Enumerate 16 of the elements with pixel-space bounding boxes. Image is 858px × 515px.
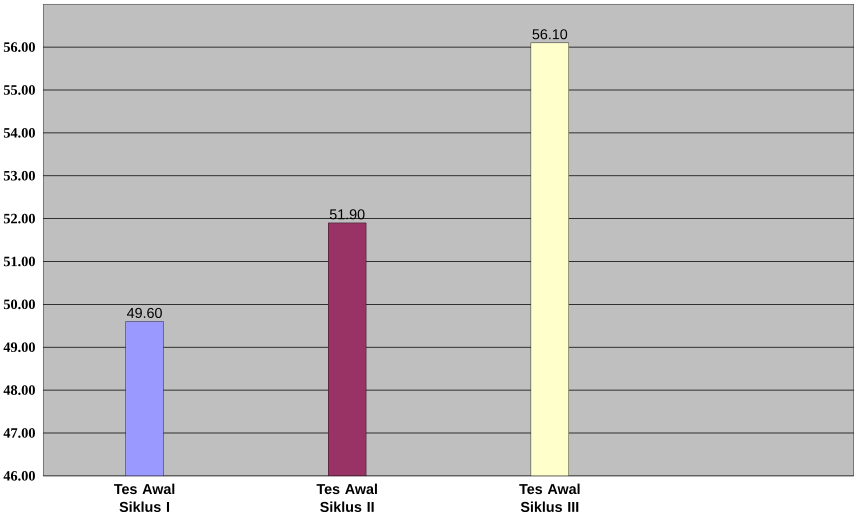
y-tick-label: 54.00 (4, 128, 35, 138)
x-tick-label: Tes Awal Siklus III (519, 483, 580, 512)
y-tick-label: 46.00 (4, 470, 35, 481)
data-label: 49.60 (126, 308, 162, 318)
y-tick-label: 48.00 (4, 385, 35, 395)
y-tick-label: 51.00 (4, 256, 35, 266)
x-tick-label: Tes Awal Siklus II (316, 483, 377, 512)
x-tick-label: Tes Awal Siklus I (114, 483, 174, 512)
y-tick-label: 56.00 (4, 42, 35, 52)
y-tick-label: 50.00 (4, 299, 35, 310)
y-tick-label: 47.00 (4, 428, 35, 438)
data-label: 56.10 (532, 29, 568, 40)
y-tick-label: 53.00 (4, 170, 35, 180)
y-tick-label: 49.00 (4, 342, 35, 352)
y-tick-label: 55.00 (4, 84, 35, 95)
y-tick-label: 52.00 (4, 214, 35, 224)
